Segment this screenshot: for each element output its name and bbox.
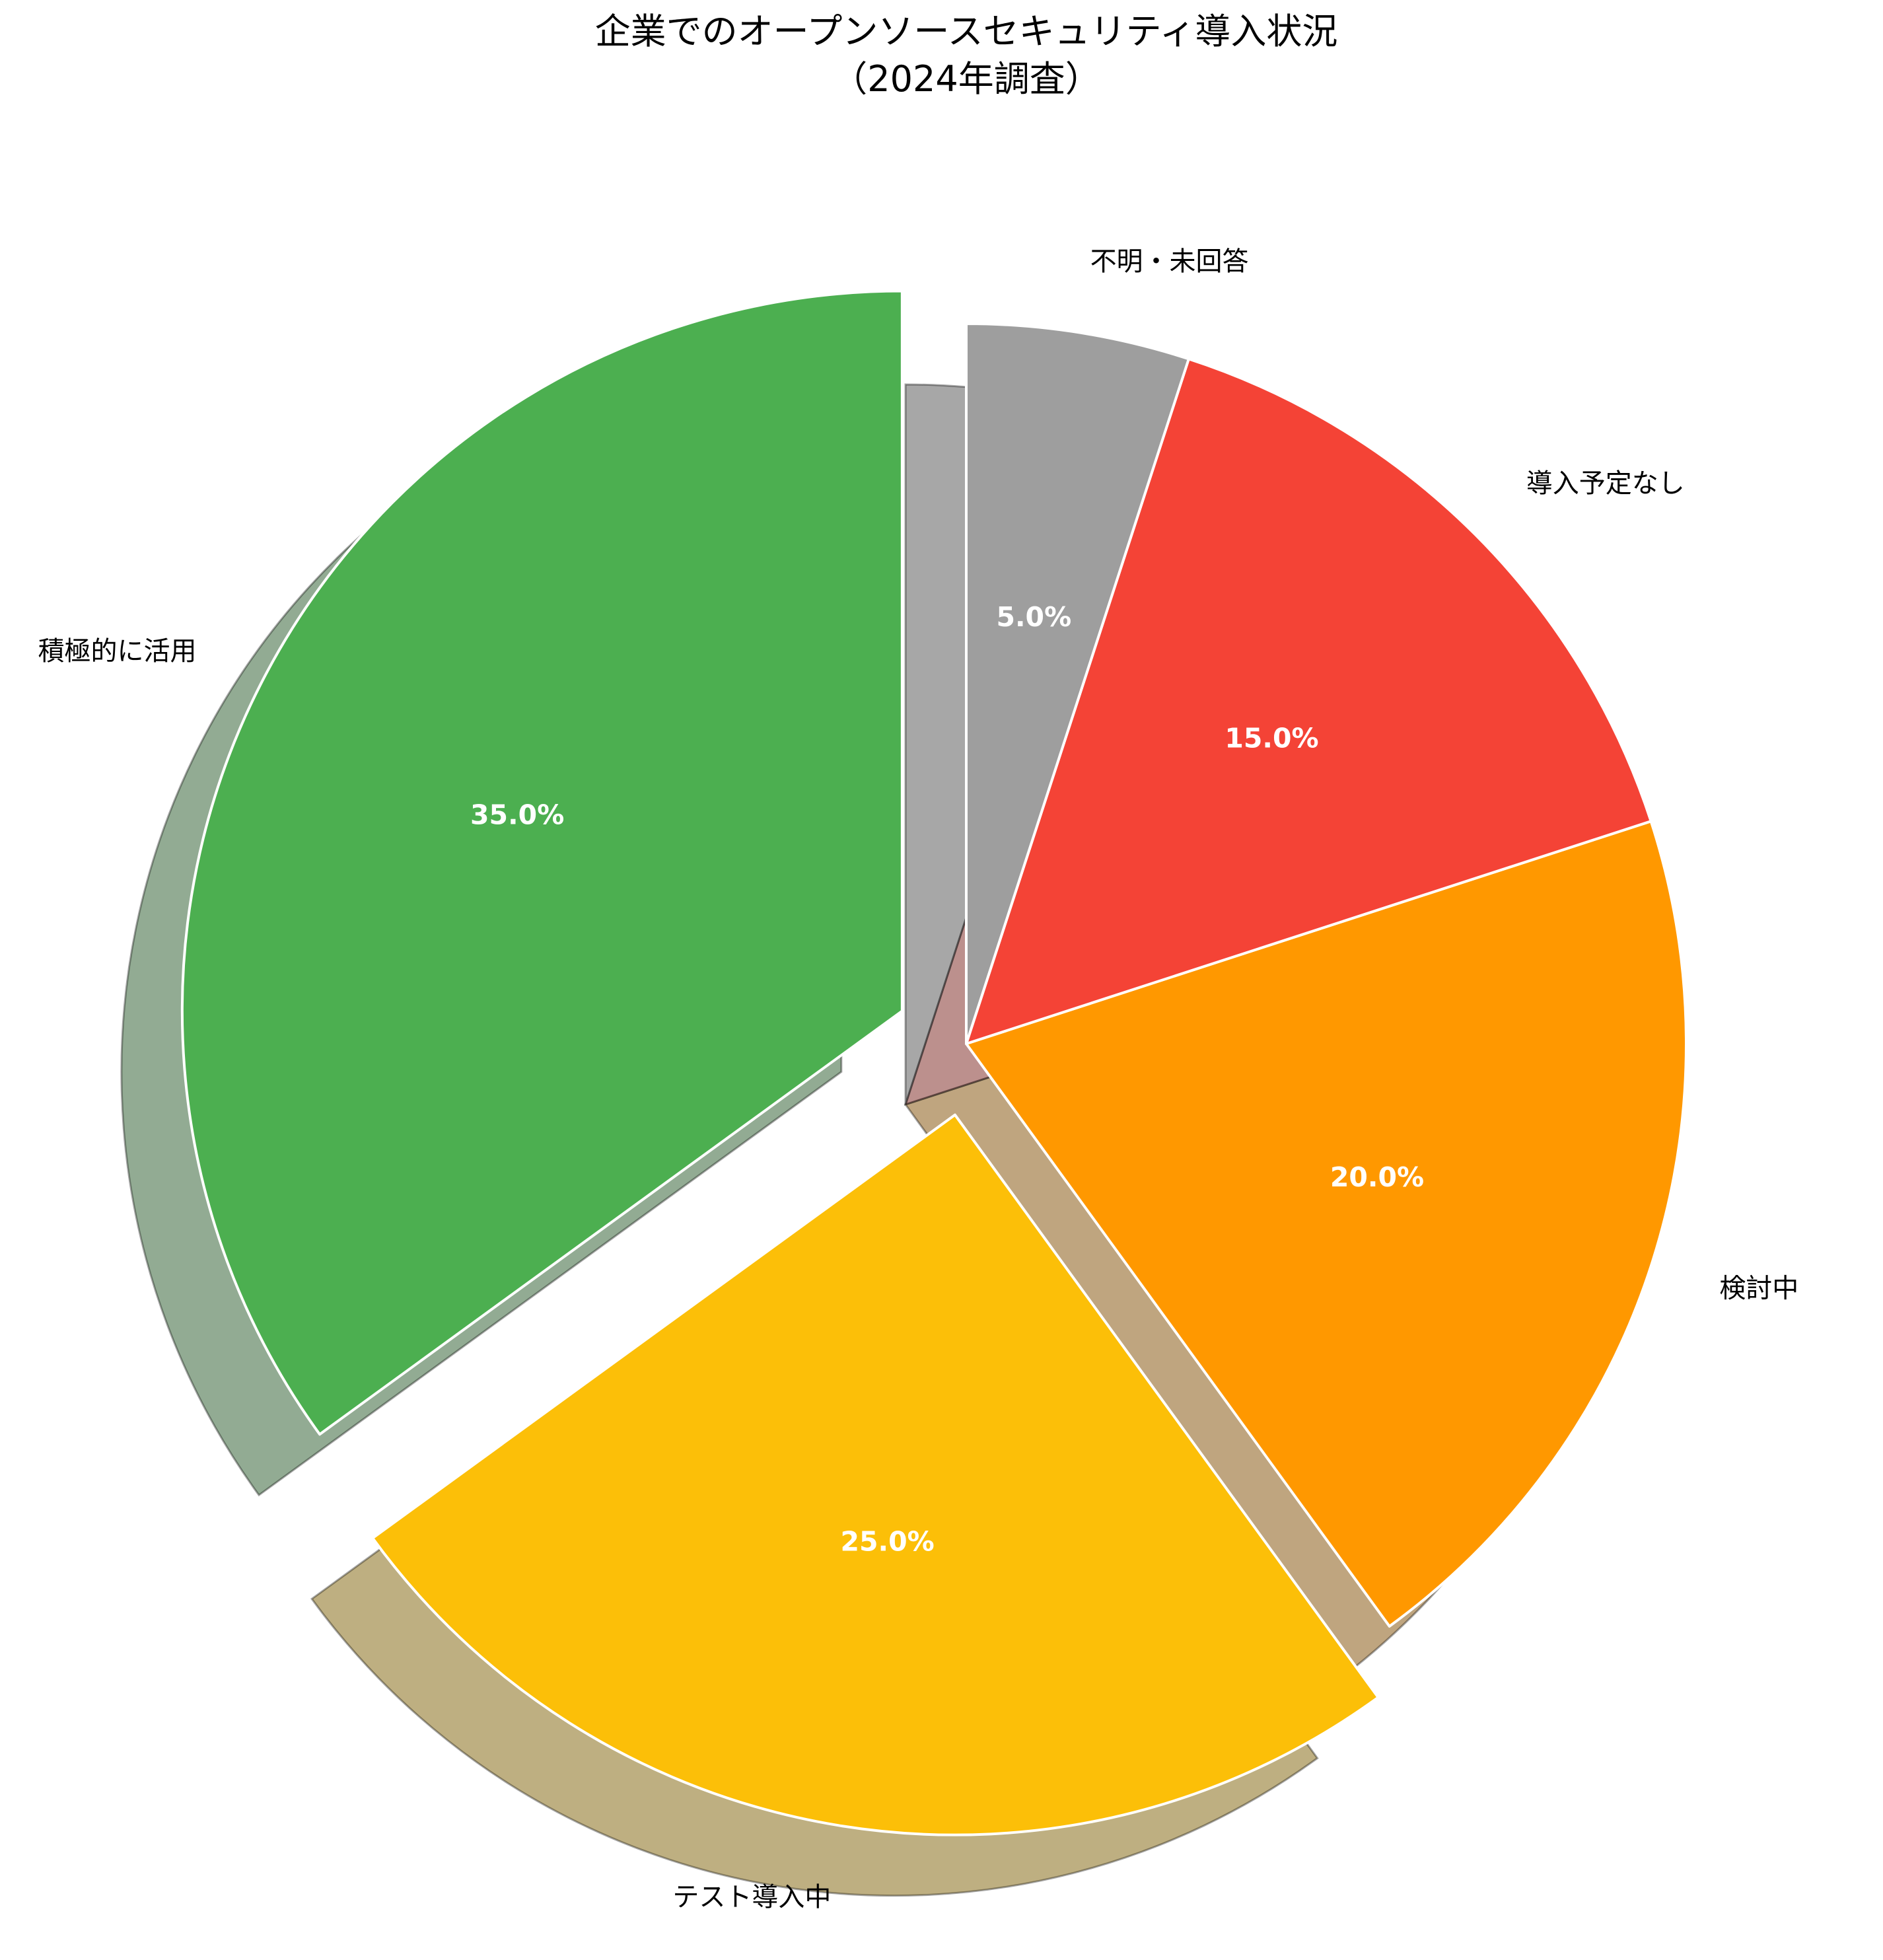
slice-category-label-5: 不明・未回答 — [1090, 246, 1249, 277]
slice-percent-label-1: 35.0% — [470, 799, 564, 831]
pie-slice-3 — [965, 820, 1688, 1628]
slice-percent-label-2: 25.0% — [841, 1526, 935, 1558]
pie-slice-4 — [965, 357, 1652, 1045]
chart-title: 企業でのオープンソースセキュリティ導入状況 — [595, 11, 1338, 52]
pie-slice-1 — [180, 289, 904, 1436]
slice-category-label-3: 検討中 — [1719, 1274, 1798, 1304]
slice-percent-label-4: 15.0% — [1225, 723, 1318, 754]
pie-slice-2 — [371, 1113, 1380, 1836]
slice-category-label-1: 積極的に活用 — [38, 636, 197, 667]
pie-slice-5 — [965, 322, 1190, 1045]
chart-subtitle: （2024年調査） — [832, 58, 1100, 100]
slice-percent-label-5: 5.0% — [996, 601, 1071, 633]
slice-layer — [180, 289, 1688, 1836]
slice-category-label-2: テスト導入中 — [672, 1882, 831, 1912]
label-layer: 積極的に活用 35.0% テスト導入中 25.0% 検討中 20.0% 導入予定なし 15.0… — [38, 246, 1799, 1912]
slice-percent-label-3: 20.0% — [1330, 1161, 1424, 1193]
slice-category-label-4: 導入予定なし — [1526, 468, 1685, 499]
